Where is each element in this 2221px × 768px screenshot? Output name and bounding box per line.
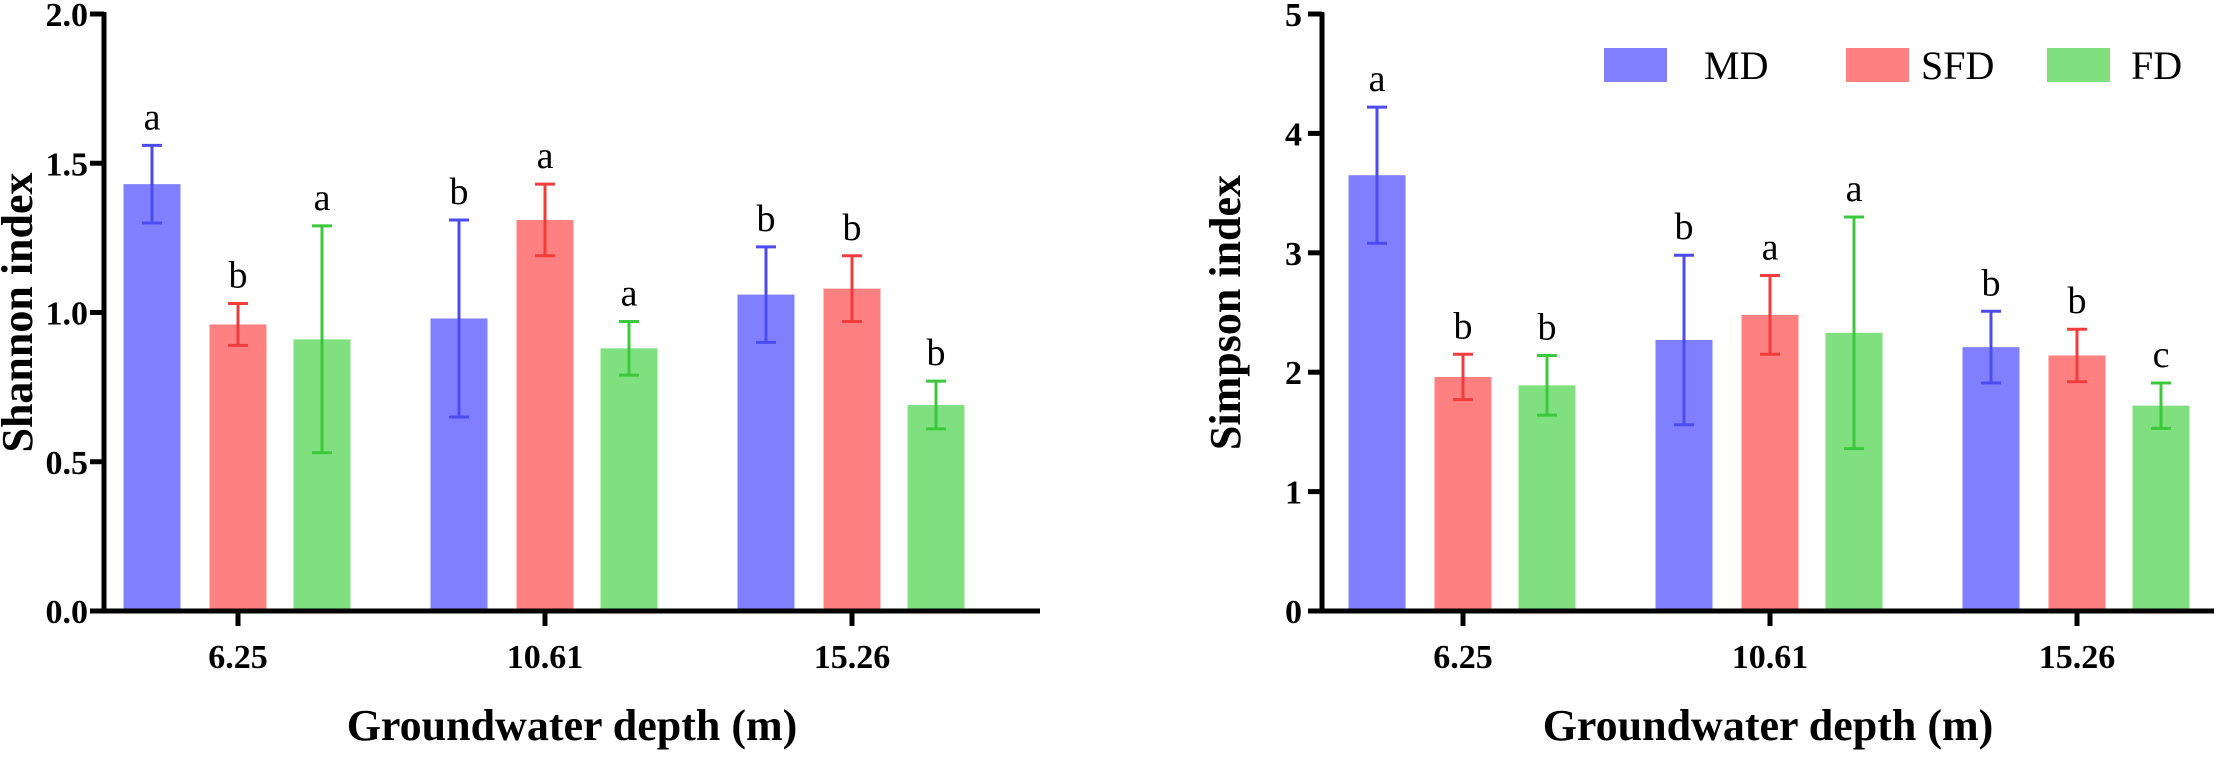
x-tick-label: 10.61	[1732, 639, 1809, 676]
bar-sfd-10.61	[516, 219, 574, 611]
x-axis-title: Groundwater depth (m)	[347, 701, 798, 750]
y-axis-title: Simpson index	[1201, 175, 1250, 450]
significance-label: b	[843, 207, 862, 249]
significance-label: a	[1762, 226, 1779, 268]
significance-label: b	[1675, 206, 1694, 248]
y-tick-label: 0.0	[46, 594, 89, 631]
significance-label: a	[314, 177, 331, 219]
bar-md-15.26	[1962, 347, 2020, 611]
x-tick-label: 15.26	[2039, 639, 2116, 676]
significance-label: b	[229, 255, 248, 297]
legend-swatch-sfd	[1846, 48, 1909, 82]
x-tick-label: 6.25	[208, 639, 268, 676]
legend: MD SFD FD	[1604, 43, 2182, 88]
significance-label: a	[144, 96, 161, 138]
significance-label: b	[1982, 262, 2001, 304]
bar-sfd-15.26	[2048, 355, 2106, 611]
y-tick-label: 1.5	[46, 146, 89, 183]
significance-label: a	[537, 135, 554, 177]
x-tick-label: 10.61	[507, 639, 584, 676]
x-tick-label: 15.26	[814, 639, 891, 676]
legend-label-sfd: SFD	[1921, 43, 1994, 88]
significance-label: b	[1538, 306, 1557, 348]
legend-swatch-md	[1604, 48, 1667, 82]
bar-sfd-10.61	[1741, 314, 1799, 611]
y-tick-label: 0.5	[46, 445, 89, 482]
significance-label: b	[927, 332, 946, 374]
significance-label: b	[2068, 280, 2087, 322]
bar-md-6.25	[123, 184, 181, 611]
y-tick-label: 1	[1285, 475, 1302, 512]
bar-sfd-15.26	[823, 288, 881, 611]
chart-panel-2: a b b b a b b a c 0 1 2 3 4 5 6.25 10.61 15.26 Groundwater…	[1201, 0, 2214, 750]
significance-label: a	[1846, 168, 1863, 210]
y-tick-label: 2.0	[46, 0, 89, 34]
y-tick-label: 0	[1285, 594, 1302, 631]
x-tick-label: 6.25	[1433, 639, 1493, 676]
bar-fd-10.61	[600, 348, 658, 611]
bar-fd-6.25	[1518, 385, 1576, 611]
significance-label: c	[2153, 334, 2170, 376]
y-tick-label: 4	[1285, 116, 1302, 153]
significance-label: b	[450, 171, 469, 213]
bar-sfd-6.25	[1434, 376, 1492, 611]
chart-panel-1: a b b b a b a a b 0.0 0.5 1.0 1.5 2.0 6.25 10.61 15.26 Gr…	[0, 0, 1040, 750]
y-tick-label: 3	[1285, 236, 1302, 273]
significance-label: b	[757, 198, 776, 240]
legend-swatch-fd	[2047, 48, 2110, 82]
legend-label-fd: FD	[2131, 43, 2182, 88]
bar-md-15.26	[737, 294, 795, 611]
significance-label: a	[1369, 58, 1386, 100]
bar-fd-15.26	[2132, 405, 2190, 611]
bar-fd-15.26	[907, 405, 965, 611]
significance-label: a	[621, 272, 638, 314]
y-axis-title: Shannon index	[0, 172, 42, 452]
significance-label: b	[1454, 305, 1473, 347]
x-axis-title: Groundwater depth (m)	[1543, 701, 1994, 750]
y-tick-label: 2	[1285, 355, 1302, 392]
y-tick-label: 5	[1285, 0, 1302, 34]
legend-label-md: MD	[1704, 43, 1768, 88]
bar-md-6.25	[1348, 175, 1406, 611]
bar-sfd-6.25	[209, 324, 267, 611]
y-tick-label: 1.0	[46, 296, 89, 333]
